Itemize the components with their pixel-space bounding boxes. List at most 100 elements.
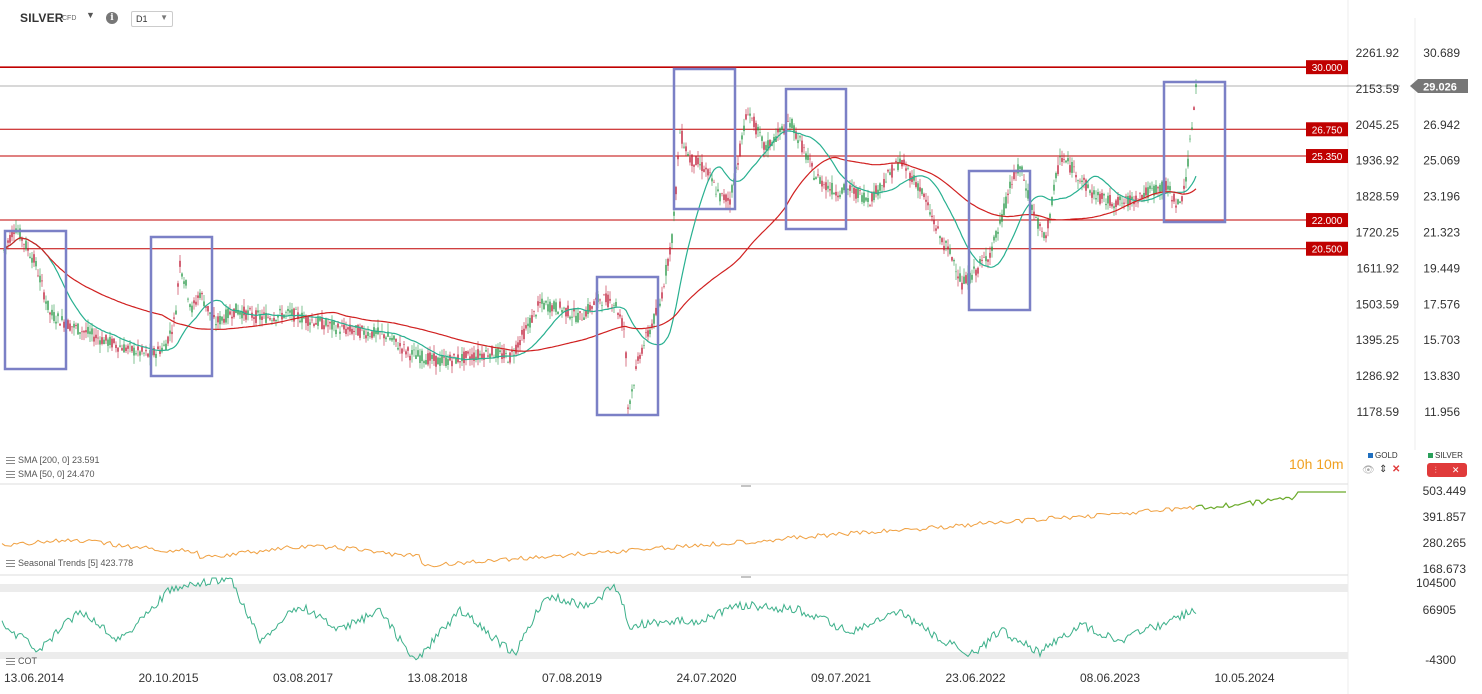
- candle-body: [79, 332, 81, 334]
- compare-gold[interactable]: GOLD: [1368, 451, 1398, 460]
- candle-body: [953, 260, 955, 262]
- candle-body: [57, 313, 59, 317]
- candle-body: [1185, 177, 1187, 182]
- candle-body: [405, 351, 407, 355]
- close-icon[interactable]: ✕: [1392, 464, 1401, 475]
- candle-body: [723, 194, 725, 200]
- candle-body: [629, 400, 631, 404]
- candle-body: [835, 191, 837, 196]
- candle-body: [1043, 232, 1045, 239]
- candle-body: [391, 337, 393, 341]
- left-axis-tick: 1828.59: [1356, 190, 1400, 204]
- compare-silver[interactable]: SILVER: [1428, 451, 1463, 460]
- left-axis-tick: 1503.59: [1356, 297, 1400, 311]
- candle-body: [229, 311, 231, 315]
- candle-body: [539, 302, 541, 304]
- candle-body: [243, 306, 245, 316]
- candle-body: [655, 307, 657, 315]
- candle-body: [647, 330, 649, 337]
- candle-body: [33, 254, 35, 263]
- level-label: 26.750: [1312, 125, 1343, 136]
- candle-body: [823, 184, 825, 186]
- candle-body: [881, 185, 883, 186]
- sma50-legend[interactable]: SMA [50, 0] 24.470: [6, 469, 95, 479]
- right-axis-tick: 30.689: [1423, 46, 1460, 60]
- silver-compare-button[interactable]: ⫶ ✕: [1427, 463, 1467, 477]
- candle-body: [543, 302, 545, 310]
- candle-body: [559, 301, 561, 308]
- chevron-down-icon[interactable]: ▼: [86, 10, 95, 20]
- candle-body: [541, 298, 543, 304]
- candle-body: [1105, 203, 1107, 206]
- candle-body: [797, 140, 799, 144]
- candle-body: [1099, 193, 1101, 204]
- sma200-legend[interactable]: SMA [200, 0] 23.591: [6, 455, 100, 465]
- info-icon[interactable]: i: [106, 12, 118, 24]
- candle-body: [627, 407, 629, 409]
- symbol-name[interactable]: SILVER: [20, 11, 64, 25]
- candle-body: [817, 174, 819, 176]
- candle-body: [933, 219, 935, 225]
- menu-icon[interactable]: [6, 456, 15, 464]
- candle-body: [327, 325, 329, 327]
- candle-body: [383, 334, 385, 339]
- menu-icon[interactable]: [6, 559, 15, 567]
- candle-body: [1101, 193, 1103, 199]
- candle-body: [675, 187, 677, 195]
- left-axis-tick: 1286.92: [1356, 369, 1400, 383]
- candle-body: [261, 316, 263, 320]
- candle-body: [769, 139, 771, 147]
- candle-body: [483, 353, 485, 360]
- candle-body: [577, 312, 579, 323]
- sort-arrows-icon[interactable]: ⇕: [1379, 464, 1388, 475]
- candle-body: [1063, 159, 1065, 160]
- candle-body: [1015, 172, 1017, 174]
- candle-body: [959, 273, 961, 282]
- candle-body: [73, 323, 75, 328]
- candle-body: [689, 157, 691, 163]
- eye-icon[interactable]: 👁: [1362, 465, 1375, 476]
- candle-body: [949, 248, 951, 254]
- candle-body: [957, 276, 959, 279]
- candle-body: [119, 345, 121, 347]
- candle-body: [887, 169, 889, 172]
- candle-body: [429, 352, 431, 361]
- candle-body: [781, 126, 783, 130]
- candle-body: [161, 347, 163, 352]
- candle-body: [1113, 206, 1115, 209]
- candle-body: [225, 309, 227, 323]
- candle-body: [915, 182, 917, 187]
- candle-body: [909, 172, 911, 181]
- candle-body: [759, 132, 761, 134]
- seasonal-legend[interactable]: Seasonal Trends [5] 423.778: [6, 558, 133, 568]
- candle-body: [857, 187, 859, 198]
- candle-body: [385, 337, 387, 340]
- candle-body: [719, 193, 721, 202]
- candle-body: [1173, 193, 1175, 202]
- candle-body: [787, 120, 789, 122]
- candle-body: [1065, 160, 1067, 163]
- candle-body: [795, 131, 797, 139]
- menu-icon[interactable]: [6, 657, 15, 665]
- candle-body: [317, 316, 319, 326]
- candle-body: [67, 320, 69, 329]
- candle-body: [999, 219, 1001, 224]
- seasonal-axis-tick: 391.857: [1423, 510, 1467, 524]
- candle-body: [615, 302, 617, 307]
- candle-body: [433, 353, 435, 361]
- cot-legend[interactable]: COT: [6, 656, 37, 666]
- candle-body: [613, 305, 615, 306]
- timeframe-select[interactable]: D1 ▼: [131, 11, 173, 27]
- candle-body: [883, 178, 885, 188]
- candle-body: [275, 320, 277, 322]
- candle-body: [361, 325, 363, 329]
- candle-body: [729, 199, 731, 205]
- candle-body: [489, 354, 491, 359]
- right-axis-tick: 13.830: [1423, 369, 1460, 383]
- candle-body: [587, 304, 589, 315]
- candle-body: [159, 349, 161, 354]
- close-icon[interactable]: ✕: [1451, 464, 1460, 475]
- current-price-label: 29.026: [1423, 82, 1457, 94]
- menu-icon[interactable]: [6, 470, 15, 478]
